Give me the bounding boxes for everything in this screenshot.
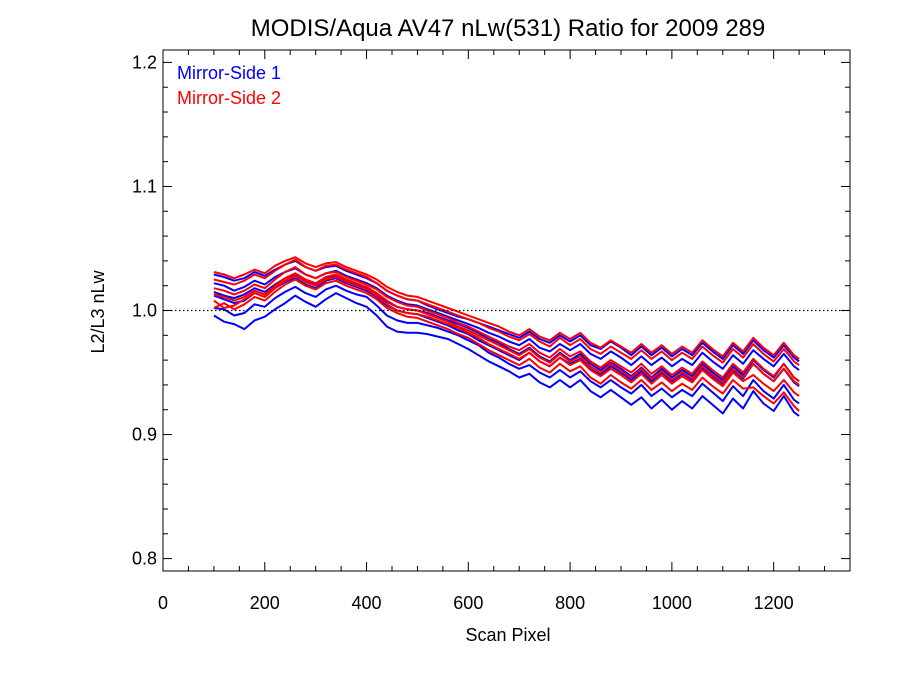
y-tick-label: 1.1	[132, 176, 157, 196]
series-line-mirror-side-2-12	[213, 278, 800, 412]
x-tick-label: 1000	[652, 593, 692, 613]
series-line-mirror-side-2-8	[213, 266, 800, 383]
series-line-mirror-side-2-7	[213, 274, 800, 397]
series-line-mirror-side-2-9	[213, 258, 800, 366]
y-tick-label: 1.0	[132, 301, 157, 321]
series-layer	[213, 256, 800, 417]
series-line-mirror-side-2-11	[213, 272, 800, 386]
y-tick-label: 0.9	[132, 425, 157, 445]
y-tick-label: 0.8	[132, 549, 157, 569]
x-tick-label: 600	[453, 593, 483, 613]
series-line-mirror-side-1-3	[213, 273, 800, 383]
axis-ticks: 0 200 400 600 800 1000 1200 0.8 0.9 1.0 1.1 1.2	[132, 50, 850, 613]
series-line-mirror-side-2-10	[213, 256, 800, 360]
legend-item-mirror-side-1: Mirror-Side 1	[177, 63, 281, 83]
series-line-mirror-side-1-1	[213, 292, 800, 417]
y-tick-label: 1.2	[132, 52, 157, 72]
x-tick-label: 1200	[754, 593, 794, 613]
x-tick-label: 0	[158, 593, 168, 613]
legend-item-mirror-side-2: Mirror-Side 2	[177, 88, 281, 108]
x-tick-label: 200	[250, 593, 280, 613]
chart-title: MODIS/Aqua AV47 nLw(531) Ratio for 2009 …	[251, 15, 766, 42]
x-axis-label: Scan Pixel	[465, 625, 550, 645]
series-line-mirror-side-1-2	[213, 284, 800, 405]
y-axis-label: L2/L3 nLw	[88, 269, 108, 353]
plot-frame	[162, 49, 851, 572]
legend: Mirror-Side 1 Mirror-Side 2	[177, 63, 281, 108]
x-tick-label: 400	[352, 593, 382, 613]
x-tick-label: 800	[555, 593, 585, 613]
